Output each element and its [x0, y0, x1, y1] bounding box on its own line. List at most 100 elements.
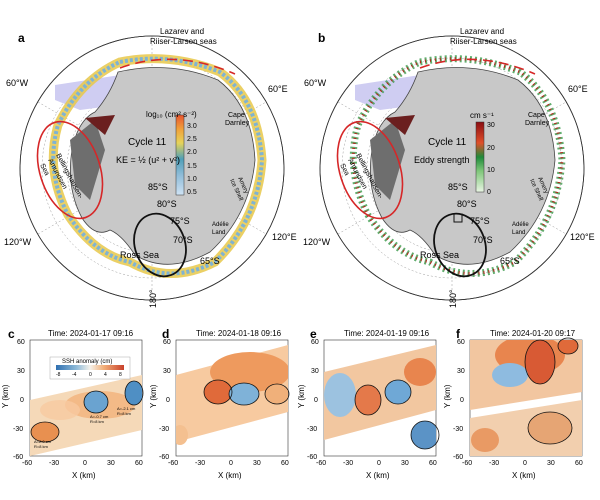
adelie-1: Adélie	[212, 222, 229, 228]
ke-tick: 0.5	[187, 189, 197, 196]
lon-120w-label: 120°W	[303, 237, 331, 247]
panel-d-plot	[175, 339, 290, 457]
eddy-colorbar-title: cm s⁻¹	[470, 111, 494, 120]
y-axis-label: Y (km)	[297, 384, 306, 408]
panel-c-time: Time: 2024-01-17 09:16	[48, 329, 134, 338]
lat-85-label: 85°S	[148, 182, 168, 192]
eddy-tick: 20	[487, 145, 495, 152]
lat-70-label: 70°S	[173, 235, 193, 245]
lon-60w-label: 60°W	[304, 78, 327, 88]
x-tick: 30	[547, 460, 555, 467]
ke-tick: 3.0	[187, 123, 197, 130]
x-axis-label: X (km)	[512, 471, 536, 480]
y-tick: 0	[314, 397, 318, 404]
lon-60w-label: 60°W	[6, 78, 29, 88]
y-tick: 0	[166, 397, 170, 404]
y-tick: -60	[307, 454, 317, 461]
y-tick: 30	[457, 368, 465, 375]
x-tick: -60	[22, 460, 32, 467]
lat-75-label: 75°S	[470, 216, 490, 226]
panel-a-map	[19, 35, 285, 301]
panel-b-map	[319, 35, 585, 301]
eddy-annotation: R=8 km	[34, 444, 49, 449]
y-tick: 30	[163, 368, 171, 375]
x-tick: 30	[401, 460, 409, 467]
lat-80-label: 80°S	[457, 199, 477, 209]
y-axis-label: Y (km)	[443, 384, 452, 408]
x-tick: 60	[575, 460, 583, 467]
ke-tick: 2.5	[187, 136, 197, 143]
panel-e-letter: e	[310, 327, 317, 341]
adelie-1: Adélie	[512, 222, 529, 228]
ke-tick: 1.5	[187, 163, 197, 170]
y-tick: -30	[453, 426, 463, 433]
y-tick: 60	[457, 339, 465, 346]
region-label-top-2: Riiser-Larsen seas	[150, 37, 217, 46]
eddy-colorbar	[475, 121, 485, 193]
ke-tick: 2.0	[187, 149, 197, 156]
y-tick: 0	[20, 397, 24, 404]
eddy-tick: 10	[487, 167, 495, 174]
lat-85-label: 85°S	[448, 182, 468, 192]
eddy-annotation: A=2.0 cm	[34, 439, 52, 444]
lon-120e-label: 120°E	[570, 232, 595, 242]
lon-60e-label: 60°E	[568, 84, 588, 94]
x-tick: -30	[49, 460, 59, 467]
panel-e-plot	[323, 339, 440, 457]
y-tick: -30	[159, 426, 169, 433]
x-tick: -60	[316, 460, 326, 467]
x-tick: -60	[462, 460, 472, 467]
eddy-annotation: R=8 km	[117, 411, 132, 416]
region-label-top-1: Lazarev and	[160, 27, 204, 36]
x-tick: 60	[281, 460, 289, 467]
lon-180-label: 180°	[148, 289, 158, 308]
eddy-annotation: A=-2.1 cm	[117, 406, 136, 411]
eddy-tick: 0	[487, 189, 491, 196]
x-tick: 60	[429, 460, 437, 467]
cape-darnley-1: Cape	[228, 112, 245, 119]
lat-80-label: 80°S	[157, 199, 177, 209]
x-tick: 30	[253, 460, 261, 467]
y-tick: -30	[307, 426, 317, 433]
y-axis-label: Y (km)	[149, 384, 158, 408]
lat-65-label: 65°S	[500, 256, 520, 266]
cape-darnley-1: Cape	[528, 112, 545, 119]
y-tick: -60	[13, 454, 23, 461]
ssh-legend-title: SSH anomaly (cm)	[62, 359, 112, 365]
lon-180-label: 180°	[448, 289, 458, 308]
lat-75-label: 75°S	[170, 216, 190, 226]
y-tick: 30	[311, 368, 319, 375]
x-axis-label: X (km)	[218, 471, 242, 480]
ke-colorbar	[175, 114, 185, 196]
panel-b-cycle: Cycle 11	[428, 137, 467, 148]
y-tick: 60	[163, 339, 171, 346]
adelie-2: Land	[212, 230, 225, 236]
ssh-tick: 0	[89, 372, 92, 378]
eddy-tick: 30	[487, 122, 495, 129]
panel-a-letter: a	[18, 31, 25, 45]
ssh-tick: 4	[104, 372, 107, 378]
eddy-strength-label: Eddy strength	[414, 155, 470, 165]
y-tick: 60	[311, 339, 319, 346]
lon-120w-label: 120°W	[4, 237, 32, 247]
panel-d-time: Time: 2024-01-18 09:16	[196, 329, 282, 338]
panel-f-time: Time: 2024-01-20 09:17	[490, 329, 576, 338]
x-tick: 60	[135, 460, 143, 467]
panel-e-time: Time: 2024-01-19 09:16	[344, 329, 430, 338]
panel-d-letter: d	[162, 327, 169, 341]
ssh-tick: 8	[119, 372, 122, 378]
y-tick: -60	[159, 454, 169, 461]
panel-b-letter: b	[318, 31, 325, 45]
x-tick: -60	[168, 460, 178, 467]
y-tick: 30	[17, 368, 25, 375]
lat-65-label: 65°S	[200, 256, 220, 266]
lon-60e-label: 60°E	[268, 84, 288, 94]
x-tick: 0	[229, 460, 233, 467]
x-tick: 0	[377, 460, 381, 467]
ssh-colorbar	[56, 365, 124, 370]
y-tick: -30	[13, 426, 23, 433]
x-tick: -30	[343, 460, 353, 467]
ross-sea-label: Ross Sea	[420, 250, 459, 260]
ke-formula: KE = ½ (u² + v²)	[116, 155, 180, 165]
ross-sea-label: Ross Sea	[120, 250, 159, 260]
